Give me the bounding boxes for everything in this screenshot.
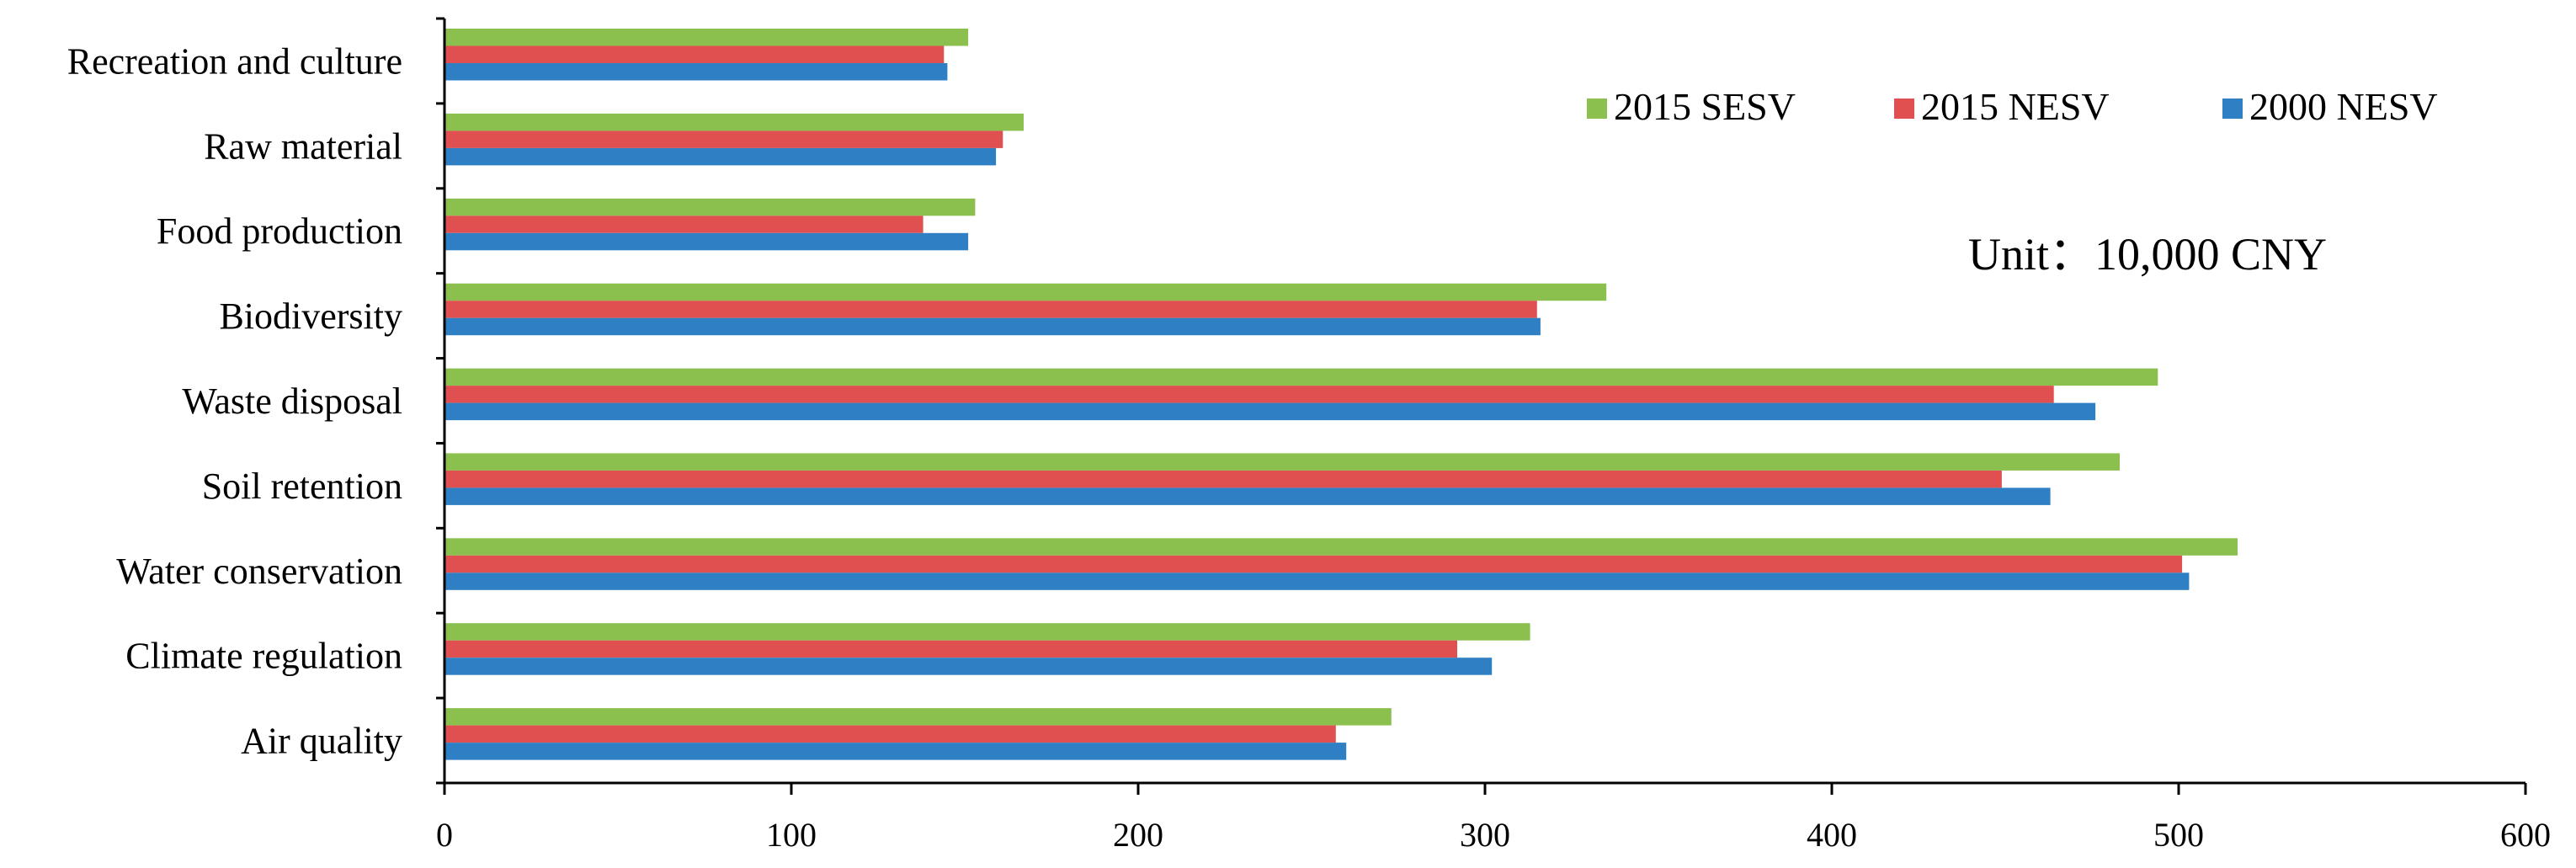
- bar-2015-nesv-air-quality: [444, 725, 1336, 743]
- category-label: Air quality: [241, 721, 402, 762]
- x-tick-label: 600: [2500, 816, 2551, 854]
- bar-2015-sesv-soil-retention: [444, 453, 2120, 471]
- bar-2015-nesv-raw-material: [444, 130, 1003, 148]
- legend-swatch: [1587, 99, 1607, 119]
- category-label: Food production: [157, 210, 402, 252]
- bar-2015-nesv-water-conservation: [444, 555, 2183, 573]
- bar-2000-nesv-food-production: [444, 232, 969, 251]
- bar-2015-sesv-recreation-and-culture: [444, 29, 969, 46]
- legend-label: 2015 NESV: [1921, 85, 2110, 128]
- x-tick-label: 300: [1460, 816, 1510, 854]
- legend-swatch: [2222, 99, 2243, 119]
- bar-2015-nesv-climate-regulation: [444, 640, 1457, 658]
- x-tick-label: 0: [436, 816, 453, 854]
- bar-2000-nesv-raw-material: [444, 147, 997, 166]
- bar-2015-sesv-biodiversity: [444, 283, 1607, 301]
- bar-2015-sesv-food-production: [444, 198, 976, 216]
- bar-2015-nesv-biodiversity: [444, 301, 1537, 318]
- bar-2000-nesv-biodiversity: [444, 317, 1541, 336]
- bar-2015-sesv-water-conservation: [444, 538, 2238, 556]
- x-tick-label: 500: [2153, 816, 2204, 854]
- y-ticks-group: [436, 17, 444, 785]
- legend-label: 2000 NESV: [2249, 85, 2438, 128]
- bar-2015-sesv-raw-material: [444, 113, 1024, 131]
- bar-2015-nesv-recreation-and-culture: [444, 45, 945, 63]
- tick-labels-group: 0 100 200 300 400 500 600: [436, 816, 2551, 854]
- x-ticks-group: [443, 783, 2527, 795]
- bar-2000-nesv-air-quality: [444, 743, 1347, 760]
- bar-2015-sesv-climate-regulation: [444, 623, 1530, 641]
- bar-2015-sesv-waste-disposal: [444, 368, 2158, 386]
- bar-2000-nesv-soil-retention: [444, 487, 2051, 505]
- category-label: Recreation and culture: [67, 40, 402, 82]
- bars-group: [444, 29, 2238, 760]
- bar-2015-sesv-air-quality: [444, 708, 1392, 726]
- category-label: Water conservation: [116, 551, 402, 592]
- bar-2015-nesv-waste-disposal: [444, 386, 2054, 403]
- category-label: Climate regulation: [125, 636, 402, 677]
- x-tick-label: 400: [1807, 816, 1857, 854]
- bar-2000-nesv-recreation-and-culture: [444, 63, 948, 81]
- x-tick-label: 200: [1113, 816, 1163, 854]
- legend-label: 2015 SESV: [1614, 85, 1796, 128]
- legend-swatch: [1894, 99, 1914, 119]
- bar-2000-nesv-waste-disposal: [444, 402, 2096, 421]
- category-label: Raw material: [204, 125, 402, 167]
- bar-2000-nesv-water-conservation: [444, 572, 2190, 590]
- legend: 2015 SESV 2015 NESV 2000 NESV: [1587, 85, 2438, 128]
- unit-note: Unit：10,000 CNY: [1968, 229, 2327, 280]
- category-label: Biodiversity: [219, 296, 402, 337]
- bar-2015-nesv-food-production: [444, 216, 923, 233]
- category-labels-group: Air quality Climate regulation Water conse…: [67, 40, 402, 761]
- x-tick-label: 100: [766, 816, 817, 854]
- bar-2015-nesv-soil-retention: [444, 470, 2002, 488]
- category-label: Soil retention: [202, 466, 402, 507]
- category-label: Waste disposal: [182, 381, 402, 422]
- bar-2000-nesv-climate-regulation: [444, 658, 1493, 675]
